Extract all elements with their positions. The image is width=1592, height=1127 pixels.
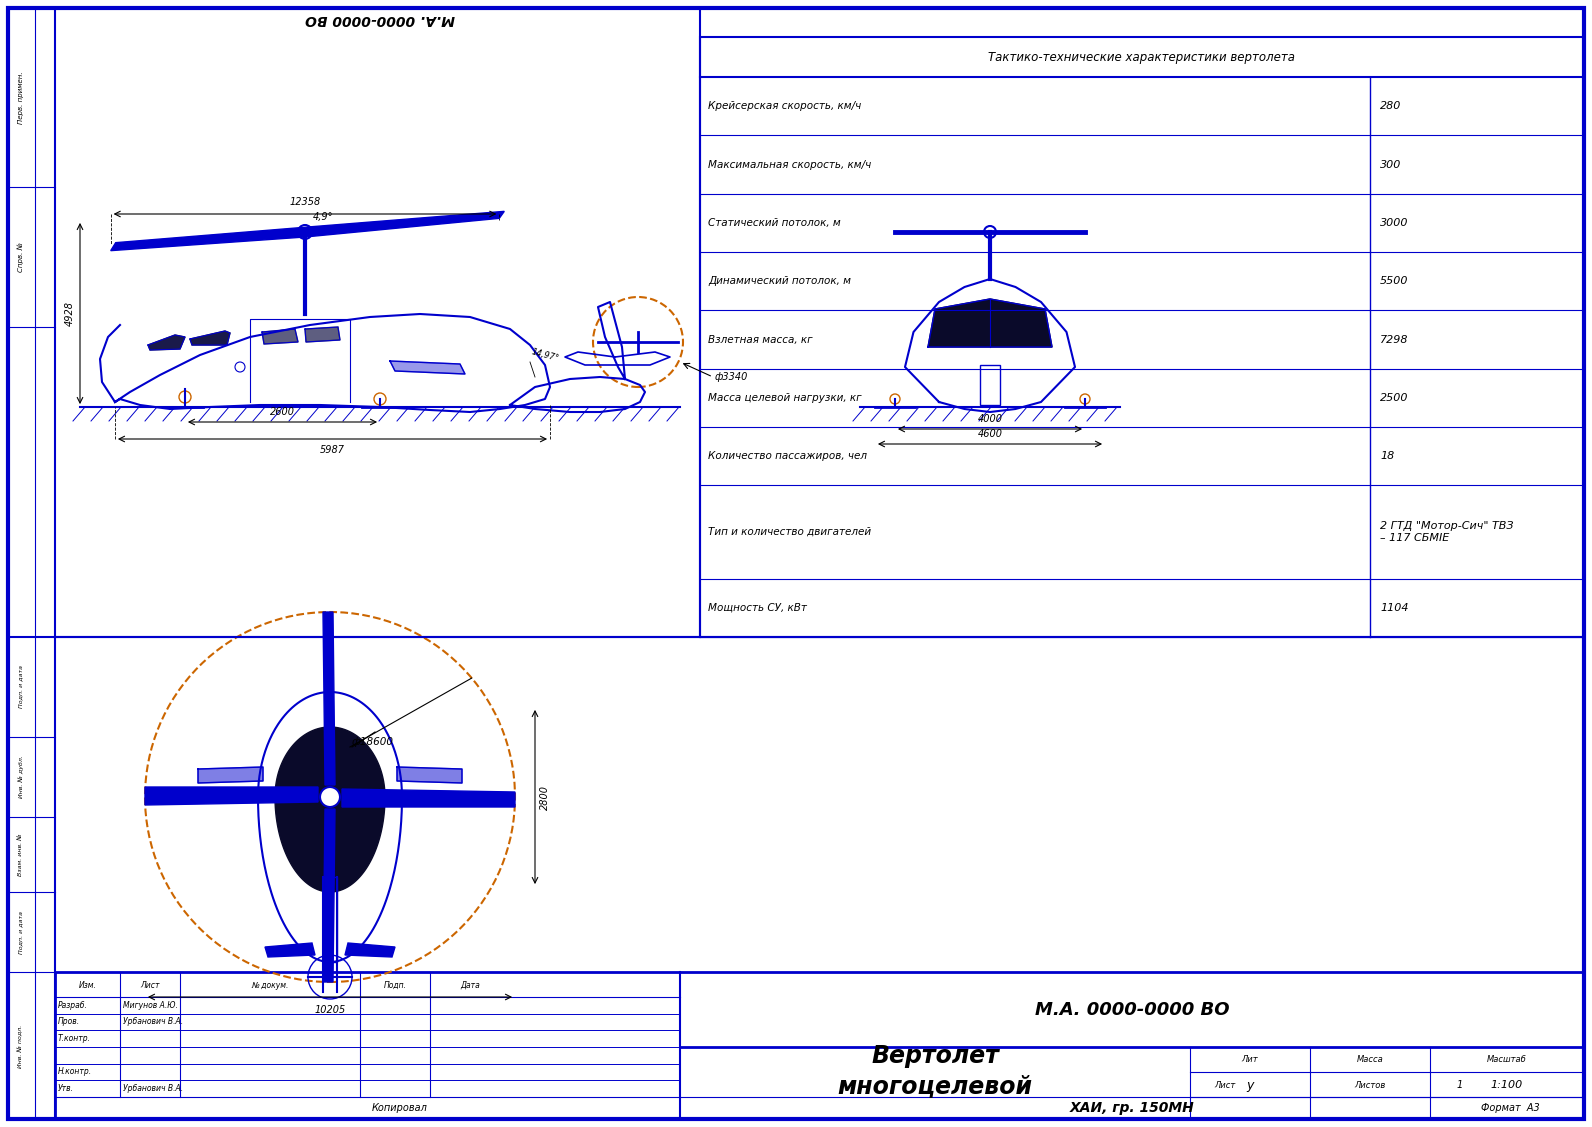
Polygon shape <box>263 329 298 344</box>
Text: 12358: 12358 <box>290 197 320 207</box>
Text: 18: 18 <box>1380 451 1395 461</box>
Polygon shape <box>189 331 229 345</box>
Polygon shape <box>323 612 334 786</box>
Polygon shape <box>306 327 341 341</box>
Text: Т.контр.: Т.контр. <box>57 1035 91 1044</box>
Text: 300: 300 <box>1380 160 1401 169</box>
Text: Копировал: Копировал <box>373 1103 428 1113</box>
Circle shape <box>298 225 312 239</box>
Text: 4000: 4000 <box>977 414 1003 424</box>
Text: Динамический потолок, м: Динамический потолок, м <box>708 276 852 286</box>
Text: Подп.: Подп. <box>384 980 406 990</box>
Text: Пров.: Пров. <box>57 1018 80 1027</box>
Text: Подп. и дата: Подп. и дата <box>19 666 24 709</box>
Circle shape <box>320 787 341 807</box>
Polygon shape <box>323 809 334 982</box>
Text: у: у <box>1247 1079 1253 1092</box>
Text: 14,97°: 14,97° <box>530 347 560 363</box>
Text: Дата: Дата <box>460 980 479 990</box>
Circle shape <box>984 227 997 238</box>
Text: Взлетная масса, кг: Взлетная масса, кг <box>708 335 812 345</box>
Text: ф3340: ф3340 <box>715 372 748 382</box>
Text: 1:100: 1:100 <box>1490 1080 1524 1090</box>
Text: Мощность СУ, кВт: Мощность СУ, кВт <box>708 603 807 613</box>
Text: Масштаб: Масштаб <box>1487 1056 1527 1065</box>
Text: 280: 280 <box>1380 101 1401 112</box>
Text: Мигунов А.Ю.: Мигунов А.Ю. <box>123 1001 178 1010</box>
Text: Перв. примен.: Перв. примен. <box>18 72 24 124</box>
Text: Разраб.: Разраб. <box>57 1001 88 1010</box>
Text: Н.контр.: Н.контр. <box>57 1067 92 1076</box>
Text: 4,9°: 4,9° <box>314 212 333 222</box>
Text: № докум.: № докум. <box>252 980 288 990</box>
Text: 3000: 3000 <box>1380 218 1409 228</box>
Text: Вертолет
многоцелевой: Вертолет многоцелевой <box>837 1044 1033 1098</box>
Text: 2800: 2800 <box>540 784 549 809</box>
Text: ХАИ, гр. 150МН: ХАИ, гр. 150МН <box>1070 1101 1194 1115</box>
Text: Инв. № дубл.: Инв. № дубл. <box>18 755 24 798</box>
Text: Формат  А3: Формат А3 <box>1481 1103 1539 1113</box>
Text: 1104: 1104 <box>1380 603 1409 613</box>
Text: М.А. 0000-0000 ВО: М.А. 0000-0000 ВО <box>1035 1001 1229 1019</box>
Text: Крейсерская скорость, км/ч: Крейсерская скорость, км/ч <box>708 101 861 112</box>
Text: Масса: Масса <box>1356 1056 1383 1065</box>
Polygon shape <box>145 787 318 805</box>
Text: Статический потолок, м: Статический потолок, м <box>708 218 841 228</box>
Bar <box>981 365 1000 405</box>
Text: 5500: 5500 <box>1380 276 1409 286</box>
Text: Урбанович В.А.: Урбанович В.А. <box>123 1084 183 1093</box>
Text: 2600: 2600 <box>271 407 295 417</box>
Polygon shape <box>264 943 315 957</box>
Text: Количество пассажиров, чел: Количество пассажиров, чел <box>708 451 868 461</box>
Text: 10205: 10205 <box>314 1005 345 1015</box>
Text: Урбанович В.А.: Урбанович В.А. <box>123 1018 183 1027</box>
Text: Тактико-технические характеристики вертолета: Тактико-технические характеристики верто… <box>989 51 1296 63</box>
Text: М.А. 0000-0000 ВО: М.А. 0000-0000 ВО <box>306 12 455 26</box>
Bar <box>56 971 1584 1119</box>
Text: 1: 1 <box>1457 1080 1463 1090</box>
Polygon shape <box>148 335 185 350</box>
Polygon shape <box>928 299 1052 347</box>
Text: Тип и количество двигателей: Тип и количество двигателей <box>708 527 871 536</box>
Bar <box>700 37 1584 637</box>
Text: Лит: Лит <box>1242 1056 1258 1065</box>
Text: 4928: 4928 <box>65 301 75 326</box>
Polygon shape <box>390 361 465 374</box>
Text: Утв.: Утв. <box>57 1084 73 1093</box>
Text: Лист: Лист <box>140 980 159 990</box>
Text: Изм.: Изм. <box>78 980 97 990</box>
Polygon shape <box>111 227 307 250</box>
Text: 2 ГТД "Мотор-Сич" ТВЗ
– 117 СБМIЕ: 2 ГТД "Мотор-Сич" ТВЗ – 117 СБМIЕ <box>1380 521 1514 543</box>
Text: Подп. и дата: Подп. и дата <box>19 911 24 953</box>
Bar <box>323 877 338 962</box>
Text: Листов: Листов <box>1355 1081 1385 1090</box>
Polygon shape <box>342 789 514 807</box>
Text: 2500: 2500 <box>1380 393 1409 402</box>
Text: 4600: 4600 <box>977 429 1003 440</box>
Polygon shape <box>197 767 263 783</box>
Polygon shape <box>275 727 385 891</box>
Text: 7298: 7298 <box>1380 335 1409 345</box>
Polygon shape <box>396 767 462 783</box>
Polygon shape <box>345 943 395 957</box>
Text: Масса целевой нагрузки, кг: Масса целевой нагрузки, кг <box>708 393 861 402</box>
Text: Лист: Лист <box>1215 1081 1235 1090</box>
Text: Взам. инв. №: Взам. инв. № <box>19 834 24 877</box>
Text: Спрв. №: Спрв. № <box>18 242 24 272</box>
Text: ф18600: ф18600 <box>352 737 393 747</box>
Text: 5987: 5987 <box>320 445 345 455</box>
Text: Максимальная скорость, км/ч: Максимальная скорость, км/ч <box>708 160 871 169</box>
Polygon shape <box>306 212 505 237</box>
Text: Инв. № подл.: Инв. № подл. <box>18 1024 24 1067</box>
